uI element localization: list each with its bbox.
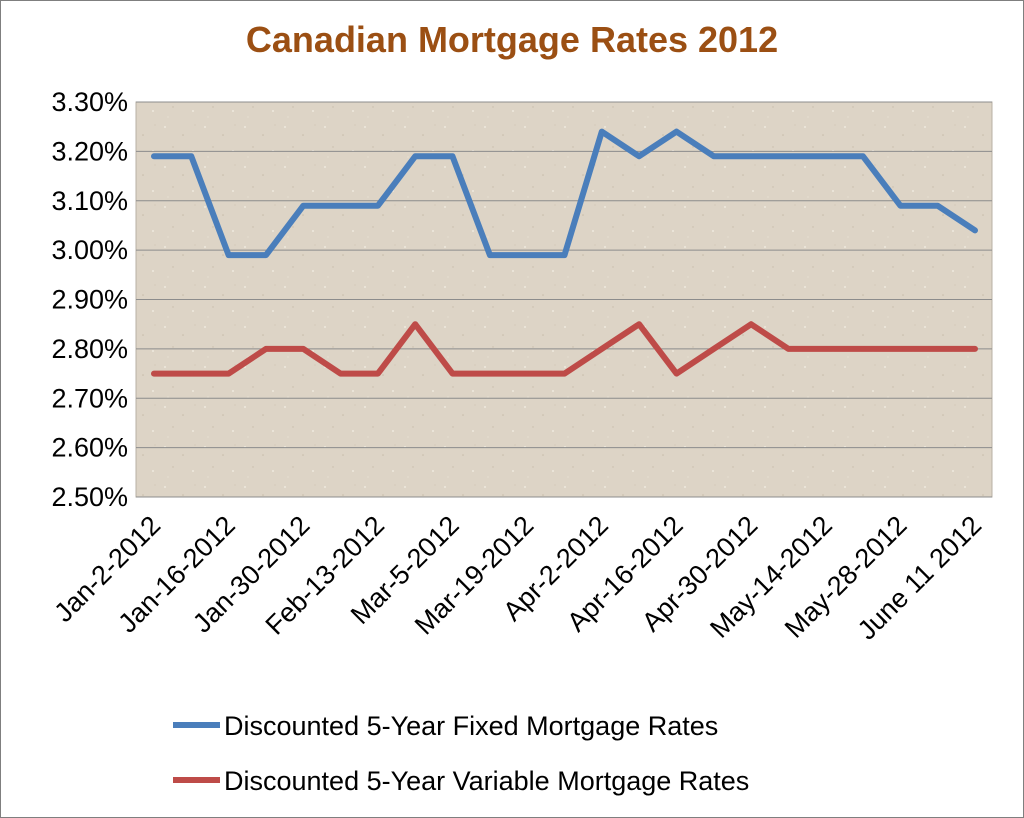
data-point: [300, 203, 306, 209]
data-point: [562, 252, 567, 258]
chart-title: Canadian Mortgage Rates 2012: [245, 19, 779, 60]
data-point: [636, 321, 642, 327]
legend: Discounted 5-Year Fixed Mortgage Rates Di…: [173, 711, 749, 796]
data-point: [412, 153, 418, 159]
data-point: [263, 346, 269, 352]
data-point: [338, 371, 344, 377]
y-tick-label: 2.60%: [51, 433, 128, 463]
data-point: [599, 346, 605, 352]
data-point: [860, 153, 866, 159]
y-tick-label: 2.80%: [51, 334, 128, 364]
y-tick-label: 2.50%: [51, 482, 128, 512]
data-point: [935, 346, 941, 352]
data-point: [636, 153, 642, 159]
data-point: [599, 129, 605, 135]
data-point: [524, 252, 530, 258]
data-point: [972, 227, 978, 233]
data-point: [450, 371, 456, 377]
y-tick-label: 3.30%: [51, 87, 128, 117]
data-point: [673, 371, 679, 377]
data-point: [748, 153, 754, 159]
y-tick-label: 2.90%: [51, 285, 128, 315]
y-tick-label: 3.10%: [51, 186, 128, 216]
y-tick-label: 3.00%: [51, 235, 128, 265]
data-point: [711, 153, 717, 159]
data-point: [151, 153, 157, 159]
data-point: [151, 371, 157, 377]
data-point: [226, 371, 232, 377]
data-point: [450, 153, 456, 159]
data-point: [897, 346, 903, 352]
data-point: [823, 153, 829, 159]
data-point: [524, 371, 530, 377]
data-point: [562, 371, 567, 377]
series-lines: [151, 128, 978, 377]
data-point: [338, 203, 344, 209]
data-point: [748, 321, 754, 327]
y-tick-label: 3.20%: [51, 136, 128, 166]
data-point: [487, 371, 493, 377]
data-point: [188, 371, 194, 377]
data-point: [972, 346, 978, 352]
data-point: [711, 346, 717, 352]
x-axis: Jan-2-2012Jan-16-2012Jan-30-2012Feb-13-2…: [48, 510, 987, 646]
data-point: [263, 252, 269, 258]
gridlines: [136, 101, 992, 498]
data-point: [375, 371, 381, 377]
legend-label: Discounted 5-Year Fixed Mortgage Rates: [224, 711, 718, 741]
data-point: [860, 346, 866, 352]
data-point: [226, 252, 232, 258]
data-point: [300, 346, 306, 352]
data-point: [897, 203, 903, 209]
data-point: [188, 153, 194, 159]
data-point: [673, 129, 679, 135]
legend-label: Discounted 5-Year Variable Mortgage Rate…: [224, 766, 749, 796]
data-point: [487, 252, 493, 258]
data-point: [823, 346, 829, 352]
y-axis: 2.50% 2.60% 2.70% 2.80% 2.90% 3.00% 3.10% 3.20%…: [51, 87, 128, 512]
data-point: [785, 153, 791, 159]
data-point: [785, 346, 791, 352]
y-tick-label: 2.70%: [51, 383, 128, 413]
data-point: [375, 203, 381, 209]
data-point: [935, 203, 941, 209]
data-point: [412, 321, 418, 327]
